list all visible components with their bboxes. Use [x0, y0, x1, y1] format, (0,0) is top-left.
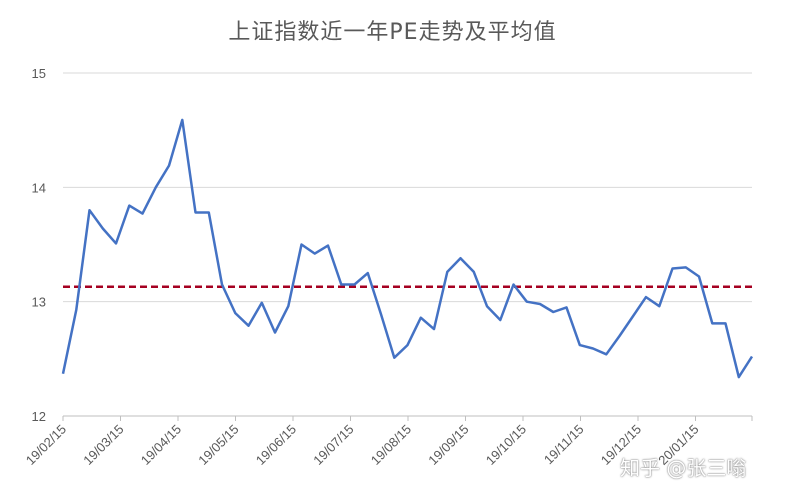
- x-tick-label: 19/10/15: [483, 422, 529, 468]
- x-tick-label: 19/08/15: [368, 422, 414, 468]
- x-tick-label: 19/03/15: [80, 422, 126, 468]
- x-axis-tick-labels: 19/02/15 19/03/15 19/04/15 19/05/15 19/06/15…: [23, 422, 702, 468]
- x-tick-label: 19/04/15: [138, 422, 184, 468]
- pe-series-line: [61, 118, 754, 379]
- watermark-text: 知乎 @张三嗡: [620, 456, 747, 480]
- x-tick-label: 19/02/15: [23, 422, 69, 468]
- x-tick-label: 19/05/15: [195, 422, 241, 468]
- x-axis: [62, 415, 753, 421]
- chart-title: 上证指数近一年PE走势及平均值: [228, 20, 557, 45]
- x-tick-label: 19/07/15: [310, 422, 356, 468]
- x-tick-label: 19/11/15: [541, 422, 587, 468]
- y-tick-label: 13: [32, 295, 46, 310]
- y-axis-tick-labels: 12 13 14 15: [32, 66, 46, 424]
- x-tick-label: 19/06/15: [253, 422, 299, 468]
- y-tick-label: 12: [32, 409, 46, 424]
- x-tick-label: 19/09/15: [425, 422, 471, 468]
- y-tick-label: 14: [32, 180, 46, 195]
- y-tick-label: 15: [32, 66, 46, 81]
- series-group: [61, 118, 754, 379]
- grid-lines: [63, 72, 752, 303]
